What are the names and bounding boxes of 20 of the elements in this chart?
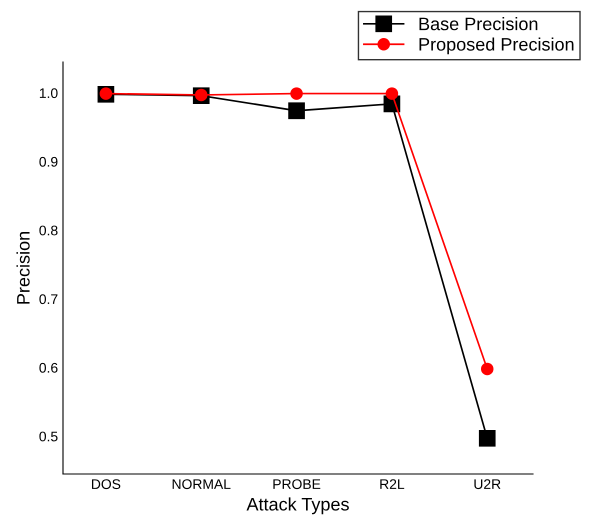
- y-tick-label: 0.6: [39, 362, 58, 373]
- y-tick-label: 0.5: [39, 432, 58, 442]
- x-tick-label: DOS: [92, 479, 120, 490]
- point: [386, 87, 398, 100]
- y-tick-label: 0.9: [39, 156, 58, 167]
- y-tick-label: 1.0: [40, 88, 58, 98]
- point: [288, 102, 305, 120]
- legend-label: Base Precision: [420, 17, 538, 30]
- x-tick-label: R2L: [380, 479, 404, 489]
- legend-label: Proposed Precision: [420, 37, 574, 54]
- y-axis-title: Precision: [16, 232, 30, 304]
- point: [480, 362, 494, 376]
- point: [290, 87, 303, 100]
- x-axis-title: Attack Types: [246, 497, 349, 514]
- x-tick-label: NORMAL: [172, 479, 230, 490]
- x-tick-label: U2R: [474, 479, 500, 490]
- point: [478, 430, 496, 447]
- y-tick-label: 0.7: [39, 294, 58, 304]
- x-tick-label: PROBE: [273, 479, 320, 490]
- y-tick-label: 0.8: [39, 226, 58, 236]
